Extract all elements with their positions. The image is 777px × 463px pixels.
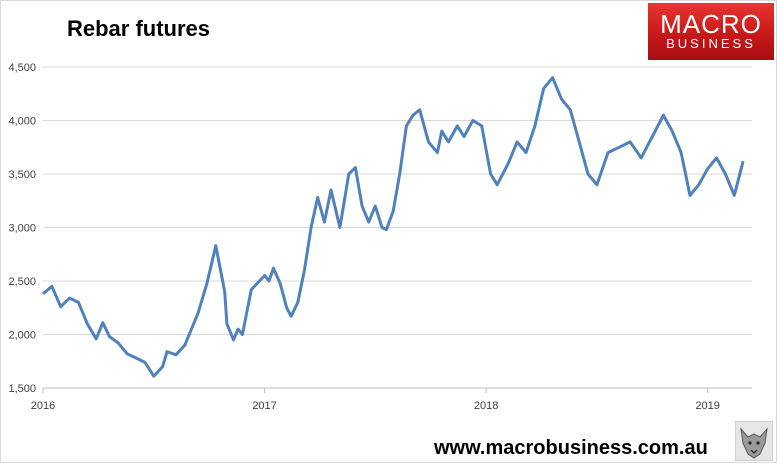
y-tick-label: 2,000 (8, 330, 36, 342)
x-axis-ticks: 2016 2017 2018 2019 (31, 388, 720, 412)
y-axis-ticks: 1,500 2,000 2,500 3,000 3,500 4,000 4,500 (8, 62, 36, 395)
y-tick-label: 4,000 (8, 116, 36, 128)
macrobusiness-logo: MACRO BUSINESS (648, 3, 774, 60)
logo-line2: BUSINESS (666, 36, 756, 51)
y-tick-label: 4,500 (8, 62, 36, 74)
y-tick-label: 3,000 (8, 223, 36, 235)
x-tick-label: 2017 (252, 400, 276, 412)
series-line-rebar (42, 76, 745, 378)
logo-line1: MACRO (660, 9, 762, 39)
y-tick-label: 3,500 (8, 169, 36, 181)
y-tick-label: 2,500 (8, 276, 36, 288)
gridlines (43, 66, 752, 389)
x-tick-label: 2019 (695, 400, 719, 412)
x-tick-label: 2016 (31, 400, 55, 412)
wolf-icon (735, 421, 773, 461)
chart-title: Rebar futures (67, 16, 211, 41)
footer-url: www.macrobusiness.com.au (434, 437, 708, 459)
y-tick-label: 1,500 (8, 383, 36, 395)
x-tick-label: 2018 (474, 400, 498, 412)
